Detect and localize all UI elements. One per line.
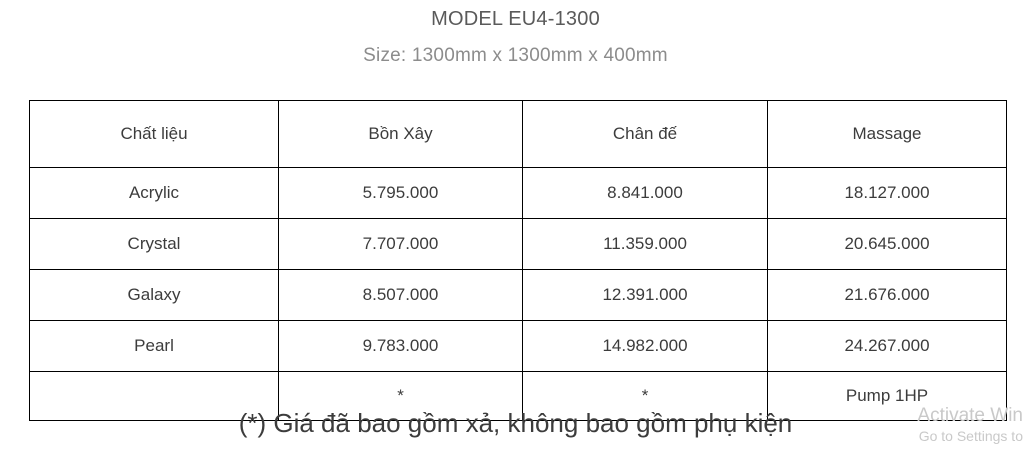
table-row: Crystal 7.707.000 11.359.000 20.645.000 [29,218,1007,270]
table-row: Pearl 9.783.000 14.982.000 24.267.000 [29,320,1007,372]
column-header-massage: Massage [767,100,1007,168]
price-table: Chất liệu Bồn Xây Chân đế Massage Acryli… [29,100,1007,421]
cell-massage: 21.676.000 [767,269,1007,321]
column-header-bon-xay: Bồn Xây [278,100,523,168]
cell-bon-xay: 5.795.000 [278,167,523,219]
cell-bon-xay: 8.507.000 [278,269,523,321]
cell-chan-de: 8.841.000 [522,167,768,219]
table-footer-row: * * Pump 1HP [29,371,1007,421]
column-header-material: Chất liệu [29,100,279,168]
model-title: MODEL EU4-1300 [431,8,600,30]
cell-chan-de: 12.391.000 [522,269,768,321]
table-header-row: Chất liệu Bồn Xây Chân đế Massage [29,100,1007,168]
price-table-container: Chất liệu Bồn Xây Chân đế Massage Acryli… [29,100,1007,421]
cell-chan-de: 14.982.000 [522,320,768,372]
cell-material: Pearl [29,320,279,372]
cell-massage-pump: Pump 1HP [767,371,1007,421]
table-row: Acrylic 5.795.000 8.841.000 18.127.000 [29,167,1007,219]
footnote: (*) Giá đã bao gồm xả, không bao gồm phụ… [238,408,793,438]
cell-bon-xay: 7.707.000 [278,218,523,270]
cell-material: Acrylic [29,167,279,219]
cell-material: Galaxy [29,269,279,321]
cell-massage: 24.267.000 [767,320,1007,372]
cell-chan-de-note: * [522,371,768,421]
cell-bon-xay-note: * [278,371,523,421]
cell-massage: 20.645.000 [767,218,1007,270]
cell-massage: 18.127.000 [767,167,1007,219]
cell-bon-xay: 9.783.000 [278,320,523,372]
column-header-chan-de: Chân đế [522,100,768,168]
cell-material-empty [29,371,279,421]
cell-material: Crystal [29,218,279,270]
size-line: Size: 1300mm x 1300mm x 400mm [363,45,668,66]
table-row: Galaxy 8.507.000 12.391.000 21.676.000 [29,269,1007,321]
cell-chan-de: 11.359.000 [522,218,768,270]
